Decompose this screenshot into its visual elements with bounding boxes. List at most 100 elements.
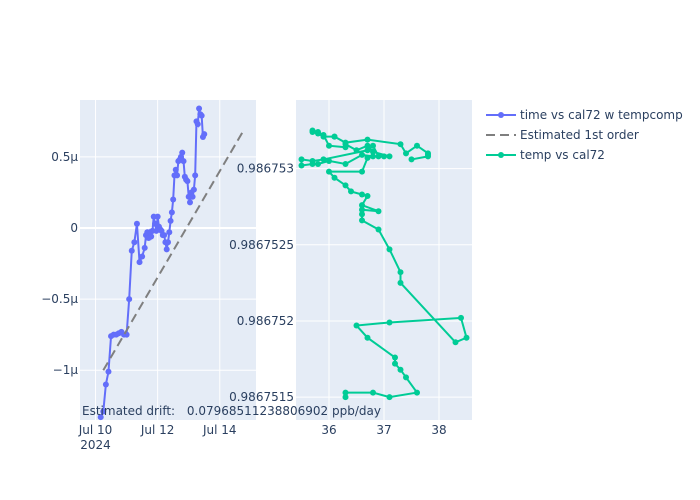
x-tick-label: Jul 10 (78, 423, 113, 437)
data-point (353, 147, 360, 154)
data-point (326, 142, 332, 149)
data-point (309, 157, 316, 164)
data-point (364, 193, 371, 199)
data-point (198, 112, 205, 119)
data-point (425, 153, 431, 160)
data-point (97, 414, 104, 421)
legend-item[interactable]: temp vs cal72 (486, 148, 605, 162)
data-point (320, 133, 327, 140)
data-point (189, 193, 196, 200)
data-point (161, 232, 168, 239)
data-point (359, 211, 365, 218)
data-point (298, 162, 305, 169)
drift-annotation-label: Estimated drift: (82, 404, 175, 418)
x-tick-label: 36 (321, 423, 336, 437)
data-point (131, 239, 138, 246)
data-point (174, 172, 181, 179)
data-point (375, 153, 382, 160)
data-point (359, 191, 365, 198)
legend-label: Estimated 1st order (520, 128, 639, 142)
legend-marker (498, 112, 504, 118)
data-point (331, 174, 338, 181)
data-point (342, 144, 349, 151)
data-point (163, 246, 170, 253)
data-point (105, 368, 112, 375)
data-point (100, 408, 107, 415)
y-tick-label: 0.5μ (51, 150, 78, 164)
data-point (463, 334, 470, 341)
data-point (326, 168, 332, 175)
data-point (397, 366, 404, 373)
y-tick-label: 0.9867525 (229, 238, 294, 252)
data-point (392, 360, 398, 367)
y-tick-label: 0.9867515 (229, 390, 294, 404)
data-point (370, 142, 376, 149)
data-point (414, 142, 420, 149)
data-point (315, 130, 321, 137)
data-point (452, 339, 459, 346)
data-point (375, 226, 382, 233)
data-point (331, 133, 338, 140)
legend-item[interactable]: time vs cal72 w tempcomp (486, 108, 683, 122)
data-point (370, 389, 376, 396)
data-point (370, 148, 376, 155)
data-point (192, 172, 199, 179)
data-point (136, 259, 143, 266)
data-point (408, 156, 415, 163)
data-point (194, 121, 201, 128)
data-point (386, 153, 393, 160)
x-tick-label: Jul 12 (140, 423, 175, 437)
data-point (364, 136, 371, 143)
y-tick-label: 0 (70, 221, 78, 235)
legend-item[interactable]: Estimated 1st order (486, 128, 639, 142)
data-point (298, 156, 305, 163)
data-point (359, 202, 365, 209)
data-point (386, 394, 393, 401)
data-point (180, 158, 187, 165)
data-point (179, 149, 186, 156)
x-tick-label: 37 (376, 423, 391, 437)
data-point (196, 105, 203, 112)
data-point (386, 319, 393, 326)
y-tick-label: −1μ (53, 363, 79, 377)
data-point (364, 142, 371, 149)
data-point (386, 246, 393, 253)
data-point (392, 354, 398, 361)
data-point (326, 157, 332, 164)
data-point (458, 314, 464, 321)
data-point (187, 199, 193, 206)
data-point (348, 188, 354, 195)
data-point (342, 161, 349, 167)
legend-marker (498, 152, 504, 158)
data-point (126, 296, 133, 303)
data-point (320, 156, 327, 163)
data-point (364, 154, 371, 161)
grid-layer (80, 100, 472, 420)
data-point (128, 247, 135, 254)
data-point (359, 206, 365, 213)
series-layer (97, 105, 470, 421)
data-point (184, 178, 191, 185)
y-tick-label: 0.986753 (237, 162, 294, 176)
series-line-estimated-1st-order (102, 130, 244, 371)
data-point (170, 196, 177, 203)
data-point (364, 334, 371, 341)
drift-annotation: Estimated drift: 0.07968511238806902 ppb… (82, 404, 381, 418)
data-point (359, 217, 365, 224)
data-point (102, 381, 109, 388)
data-point (168, 209, 175, 216)
x-tick-label: 38 (431, 423, 446, 437)
data-point (165, 239, 171, 246)
data-point (166, 229, 173, 236)
data-point (397, 141, 404, 148)
data-point (397, 279, 404, 286)
data-point (172, 166, 179, 173)
data-point (154, 213, 161, 220)
data-point (133, 220, 140, 227)
data-point (315, 161, 321, 167)
y-tick-label: 0.986752 (237, 314, 294, 328)
data-point (359, 168, 365, 175)
data-point (201, 131, 208, 138)
data-point (309, 129, 316, 135)
